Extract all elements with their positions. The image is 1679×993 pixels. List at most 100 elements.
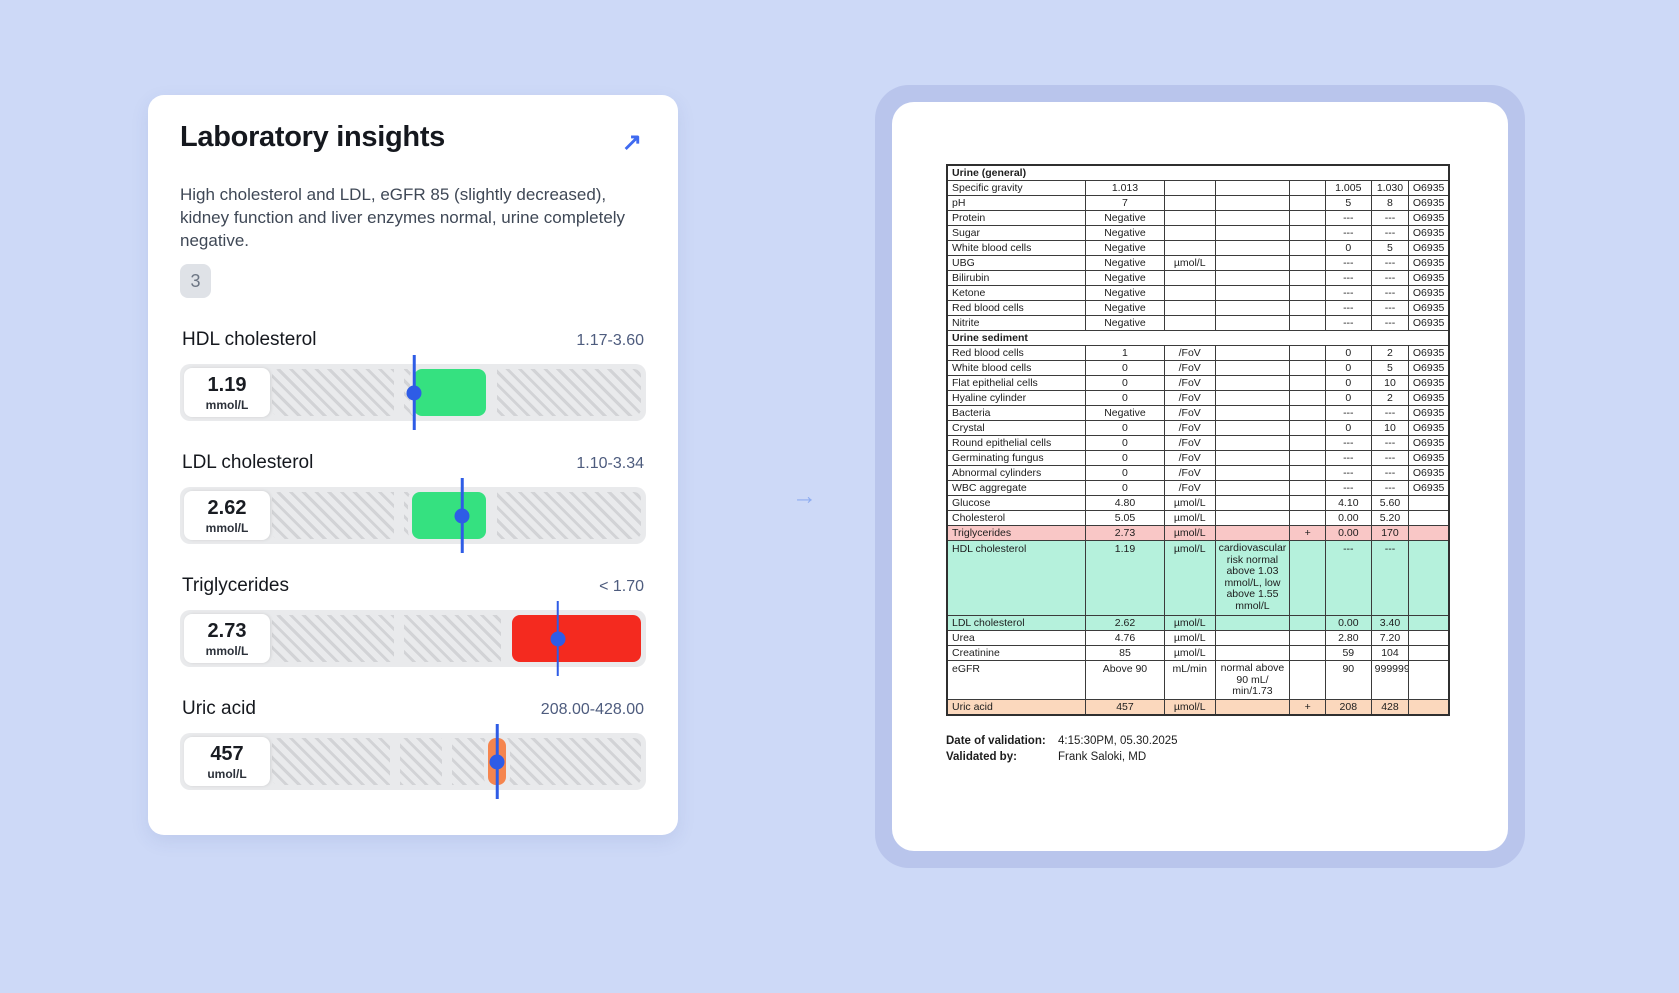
table-cell-unit [1163,240,1216,256]
table-cell-note [1214,315,1291,331]
bar-segment-divider [487,492,498,540]
table-row: LDL cholesterol 2.62 µmol/L 0.00 3.40 [946,615,1450,631]
metric-unit: mmol/L [205,397,249,412]
table-cell-unit: µmol/L [1163,540,1216,616]
metric-name: Uric acid [182,698,256,720]
table-cell-flag [1289,300,1326,316]
table-cell-note [1214,630,1291,646]
table-row: White blood cells 0/FoV 0 5 O6935 [946,360,1450,376]
table-row: Hyaline cylinder 0/FoV 0 2 O6935 [946,390,1450,406]
table-cell-code: O6935 [1408,450,1450,466]
validation-date-label: Date of validation: [946,734,1046,747]
table-cell-flag [1289,240,1326,256]
expand-icon[interactable]: ↗ [618,127,646,159]
table-cell-flag [1289,660,1326,700]
metric-unit: mmol/L [205,520,249,535]
table-cell-result: 85 [1085,645,1165,661]
table-cell-flag [1289,435,1326,451]
table-cell-flag [1289,405,1326,421]
table-row: Cholesterol 5.05 µmol/L 0.00 5.20 [946,510,1450,526]
metric-name: HDL cholesterol [182,329,317,351]
table-cell-high: --- [1370,300,1410,316]
table-cell-code [1408,615,1450,631]
table-cell-name: Red blood cells [946,345,1087,361]
table-row: Creatinine 85 µmol/L 59 104 [946,645,1450,661]
source-count-badge[interactable]: 3 [180,264,211,299]
table-cell-code: O6935 [1408,270,1450,286]
table-cell-code [1408,510,1450,526]
table-cell-flag [1289,420,1326,436]
table-cell-low: --- [1324,405,1372,421]
table-cell-code: O6935 [1408,225,1450,241]
table-cell-low: 0 [1324,420,1372,436]
table-cell-code [1408,540,1450,616]
table-cell-unit [1163,195,1216,211]
table-cell-result: 4.76 [1085,630,1165,646]
table-cell-flag [1289,180,1326,196]
table-cell-result: 2.62 [1085,615,1165,631]
table-cell-code [1408,525,1450,541]
table-cell-high: --- [1370,285,1410,301]
table-cell-name: Nitrite [946,315,1087,331]
reference-range-segment [511,615,641,663]
table-cell-note: normal above 90 mL/ min/1.73 [1214,660,1291,700]
table-cell-low: --- [1324,315,1372,331]
metric-ldl-cholesterol: LDL cholesterol 1.10-3.34 2.62 mmol/L [180,452,646,554]
table-cell-high: 10 [1370,375,1410,391]
table-row: WBC aggregate 0/FoV --- --- O6935 [946,480,1450,496]
metric-value: 1.19 [207,373,247,396]
table-cell-flag [1289,630,1326,646]
table-cell-result: 0 [1085,480,1165,496]
table-cell-name: Hyaline cylinder [946,390,1087,406]
table-cell-name: Round epithelial cells [946,435,1087,451]
metric-reference-range: 1.10-3.34 [576,455,644,473]
table-cell-low: 0 [1324,390,1372,406]
table-row: Red blood cells Negative --- --- O6935 [946,300,1450,316]
table-cell-name: Protein [946,210,1087,226]
table-cell-flag [1289,450,1326,466]
bar-segment-divider [393,369,404,417]
insights-summary-text: High cholesterol and LDL, eGFR 85 (sligh… [180,185,626,251]
lab-report-document: Urine (general) Specific gravity 1.013 1.00… [946,164,1450,766]
table-cell-name: Ketone [946,285,1087,301]
table-cell-flag [1289,540,1326,616]
bar-segment-divider [441,738,452,786]
table-cell-code: O6935 [1408,315,1450,331]
table-cell-unit [1163,180,1216,196]
table-cell-code [1408,630,1450,646]
table-cell-flag [1289,360,1326,376]
table-cell-result: Negative [1085,285,1165,301]
arrow-right-icon: → [792,482,817,510]
bar-segment-divider [393,492,404,540]
table-row: Bilirubin Negative --- --- O6935 [946,270,1450,286]
table-cell-note [1214,285,1291,301]
table-cell-unit [1163,315,1216,331]
table-cell-low: --- [1324,270,1372,286]
lab-report-table-body: Urine (general) Specific gravity 1.013 1.00… [946,164,1450,715]
bar-track [272,492,641,540]
reference-range-segment [414,369,487,417]
table-cell-flag [1289,270,1326,286]
table-cell-code: O6935 [1408,345,1450,361]
table-row: pH 7 5 8 O6935 [946,195,1450,211]
table-cell-low: 4.10 [1324,495,1372,511]
table-cell-note [1214,225,1291,241]
table-cell-result: Negative [1085,210,1165,226]
table-cell-name: Creatinine [946,645,1087,661]
table-cell-high: --- [1370,480,1410,496]
metric-range-bar: 2.62 mmol/L [180,478,646,554]
table-row: Red blood cells 1/FoV 0 2 O6935 [946,345,1450,361]
table-cell-high: --- [1370,315,1410,331]
table-cell-name: Glucose [946,495,1087,511]
table-cell-unit: mL/min [1163,660,1216,700]
table-cell-unit: /FoV [1163,375,1216,391]
table-cell-low: --- [1324,540,1372,616]
table-row: Abnormal cylinders 0/FoV --- --- O6935 [946,465,1450,481]
table-row: Triglycerides 2.73 µmol/L +0.00 170 [946,525,1450,541]
table-row: Flat epithelial cells 0/FoV 0 10 O6935 [946,375,1450,391]
validation-footer: Date of validation: 4:15:30PM, 05.30.202… [946,733,1450,766]
table-cell-code: O6935 [1408,420,1450,436]
table-cell-unit: /FoV [1163,465,1216,481]
table-cell-flag [1289,615,1326,631]
table-cell-result: 0 [1085,390,1165,406]
